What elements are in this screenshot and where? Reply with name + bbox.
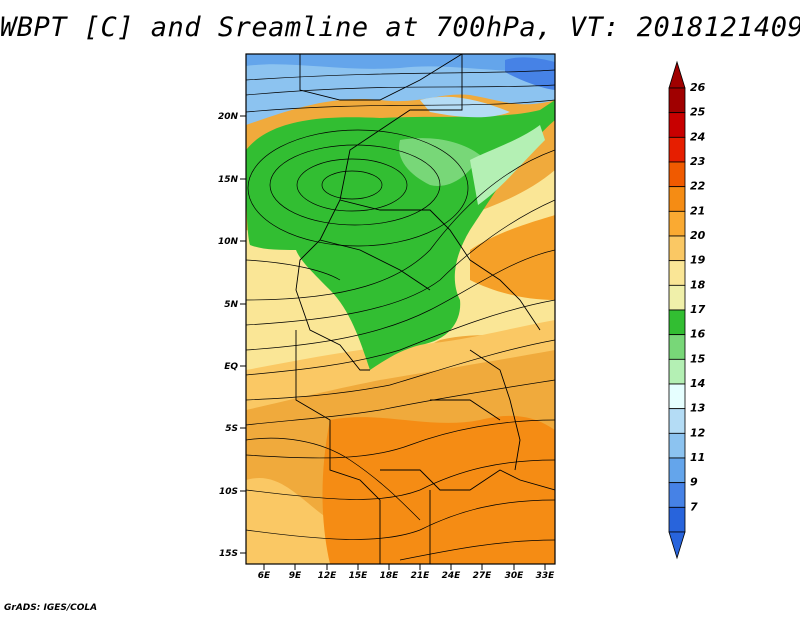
lon-tick-label: 27E — [473, 571, 493, 581]
lon-tick-label: 30E — [505, 571, 525, 581]
colorbar-label: 9 — [690, 476, 698, 489]
lat-axis — [240, 115, 246, 554]
colorbar-label: 7 — [690, 500, 698, 513]
lat-tick-label: 15N — [218, 175, 239, 185]
colorbar-swatch — [668, 235, 686, 262]
streamlines — [246, 69, 555, 561]
colorbar-swatch — [668, 334, 686, 360]
map-frame — [245, 53, 556, 565]
colorbar-swatch — [668, 383, 686, 410]
colorbar-swatch — [668, 506, 686, 533]
colorbar-label: 21 — [690, 204, 705, 217]
colorbar-label: 25 — [690, 106, 706, 119]
colorbar-arrow-bottom — [668, 531, 686, 560]
lat-tick-label: 5N — [224, 300, 238, 310]
colorbar-swatch — [668, 432, 686, 459]
lon-tick-label: 9E — [289, 571, 302, 581]
colorbar-swatch — [668, 482, 686, 508]
colorbar-label: 18 — [690, 278, 706, 291]
colorbar-arrow-top — [668, 60, 686, 89]
colorbar: 26 25 24 23 22 21 20 19 18 17 16 15 14 13 12 11 9 7 — [668, 60, 706, 560]
colorbar-label: 13 — [690, 402, 706, 415]
colorbar-label: 24 — [690, 130, 705, 143]
colorbar-label: 14 — [690, 377, 705, 390]
colorbar-label: 26 — [690, 81, 706, 94]
lat-tick-label: EQ — [224, 362, 238, 372]
colorbar-swatch — [668, 112, 686, 138]
country-borders — [295, 54, 555, 564]
colorbar-swatch — [668, 457, 686, 484]
lat-tick-label: 5S — [225, 424, 238, 434]
colorbar-label: 23 — [690, 155, 706, 168]
lon-tick-label: 15E — [349, 571, 369, 581]
colorbar-swatch — [668, 161, 686, 188]
colorbar-swatch — [668, 260, 686, 286]
lon-tick-label: 24E — [442, 571, 462, 581]
lon-tick-label: 18E — [380, 571, 400, 581]
lon-tick-label: 21E — [411, 571, 431, 581]
colorbar-swatch — [668, 210, 686, 237]
lon-axis — [263, 564, 546, 570]
lat-tick-label: 20N — [218, 112, 239, 122]
footer-credit: GrADS: IGES/COLA — [4, 603, 98, 613]
colorbar-label: 12 — [690, 426, 706, 439]
colorbar-swatch — [668, 309, 686, 336]
temperature-field — [246, 54, 555, 564]
colorbar-swatch — [668, 284, 686, 311]
colorbar-swatch — [668, 136, 686, 163]
lon-tick-label: 12E — [318, 571, 338, 581]
colorbar-swatch — [668, 358, 686, 385]
lat-tick-label: 10N — [218, 237, 239, 247]
colorbar-label: 20 — [690, 229, 706, 242]
colorbar-label: 17 — [690, 303, 706, 316]
colorbar-label: 11 — [690, 451, 705, 464]
colorbar-swatch — [668, 186, 686, 212]
colorbar-label: 15 — [690, 352, 706, 365]
colorbar-label: 22 — [690, 180, 706, 193]
colorbar-swatch — [668, 87, 686, 114]
colorbar-label: 16 — [690, 328, 706, 341]
lon-tick-label: 33E — [536, 571, 556, 581]
colorbar-swatch — [668, 408, 686, 434]
map-title: WBPT [C] and Sreamline at 700hPa, VT: 20… — [0, 12, 800, 43]
lat-tick-label: 15S — [219, 549, 238, 559]
colorbar-label: 19 — [690, 254, 706, 267]
lon-tick-label: 6E — [258, 571, 271, 581]
lat-tick-label: 10S — [219, 487, 238, 497]
